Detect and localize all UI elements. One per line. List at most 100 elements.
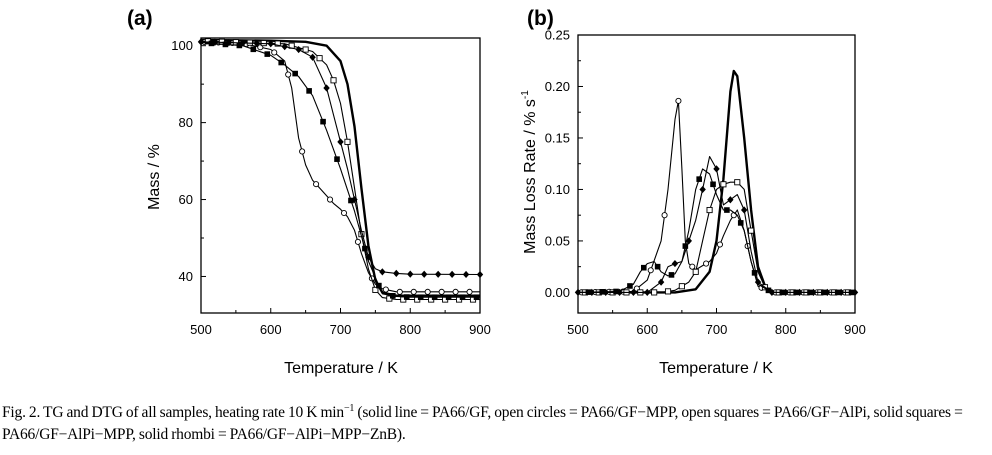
- panel-a-marker-pa66-gf-alpi-mpp: [222, 41, 229, 48]
- panel-a-marker-pa66-gf-alpi-mpp: [431, 294, 438, 301]
- panel-a-marker-pa66-gf-mpp: [313, 181, 320, 188]
- panel-a-marker-pa66-gf-mpp: [299, 148, 306, 155]
- panel-b-x-tick-label: 800: [775, 322, 797, 337]
- panel-a-marker-pa66-gf-mpp: [424, 288, 431, 295]
- panel-b-x-tick-label: 600: [636, 322, 658, 337]
- panel-a-marker-pa66-gf-alpi-mpp-znb: [253, 39, 260, 47]
- panel-b-y-axis-title: Mass Loss Rate / % s-1: [520, 90, 539, 254]
- panel-b-marker-pa66-gf-alpi-mpp: [627, 283, 633, 289]
- panel-a-marker-pa66-gf-alpi-mpp-znb: [434, 270, 442, 278]
- panel-b-marker-pa66-gf-alpi-mpp-znb: [837, 288, 845, 297]
- caption-prefix: Fig. 2. TG and DTG of all samples, heati…: [2, 404, 344, 421]
- panel-b-marker-pa66-gf-mpp: [703, 260, 710, 267]
- panel-a-label: (a): [127, 7, 153, 30]
- panel-b-marker-pa66-gf-alpi-mpp: [710, 181, 716, 188]
- panel-a-x-tick-label: 800: [399, 322, 421, 337]
- panel-a-marker-pa66-gf-mpp: [340, 209, 348, 217]
- panel-b-x-axis-title: Temperature / K: [659, 360, 773, 377]
- panel-a-marker-pa66-gf-alpi-mpp-znb: [393, 269, 400, 277]
- panel-b-marker-pa66-gf-alpi-mpp-znb: [727, 196, 734, 204]
- panel-a-x-tick-label: 600: [260, 322, 282, 337]
- panel-b-y-tick-label: 0.00: [545, 285, 570, 300]
- panel-a-marker-pa66-gf-alpi-mpp-znb: [448, 270, 456, 278]
- panel-b-plot-frame: [577, 34, 856, 314]
- panel-b-marker-pa66-gf-alpi-mpp-znb: [713, 165, 720, 173]
- panel-a-marker-pa66-gf-alpi: [372, 286, 379, 293]
- panel-b-marker-pa66-gf-alpi-mpp-znb: [699, 185, 706, 194]
- panel-b-y-axis-title-text: Mass Loss Rate / % s: [522, 99, 539, 254]
- panel-a-marker-pa66-gf-alpi-mpp: [473, 294, 480, 301]
- panel-a-marker-pa66-gf-alpi-mpp: [445, 294, 452, 301]
- panel-a-series-pa66-gf-mpp: [200, 41, 480, 293]
- panel-a-marker-pa66-gf-mpp: [452, 288, 459, 295]
- figure-charts: (a) Temperature / K Mass / % 500 600 700 80…: [127, 7, 866, 377]
- panel-b-marker-pa66-gf-alpi-mpp-znb: [602, 288, 609, 297]
- panel-a-marker-pa66-gf-alpi-mpp: [376, 282, 382, 289]
- panel-b-marker-pa66-gf-alpi: [692, 268, 699, 275]
- caption-rest: (solid line = PA66/GF, open circles = PA…: [2, 404, 963, 443]
- panel-b-x-tick-label: 700: [706, 322, 728, 337]
- panel-b-marker-pa66-gf-alpi-mpp: [724, 207, 730, 213]
- panel-a-marker-pa66-gf-alpi-mpp-znb: [295, 45, 302, 54]
- panel-b-y-tick-label: 0.25: [545, 28, 570, 43]
- panel-a-marker-pa66-gf-alpi-mpp: [292, 70, 298, 77]
- panel-a-series-pa66-gf-alpi-mpp: [200, 42, 480, 298]
- panel-b-marker-pa66-gf-mpp: [716, 241, 724, 248]
- panel-b-label: (b): [527, 7, 554, 30]
- panel-b-marker-pa66-gf-alpi-mpp: [668, 272, 675, 278]
- panel-b-marker-pa66-gf-alpi-mpp-znb: [851, 288, 859, 297]
- panel-b-series-pa66-gf: [578, 69, 855, 294]
- panel-b-marker-pa66-gf-alpi-mpp-znb: [810, 288, 817, 297]
- panel-b-marker-pa66-gf-alpi-mpp: [640, 264, 647, 271]
- panel-a-y-tick-label: 100: [171, 38, 193, 53]
- panel-a-marker-pa66-gf-alpi: [330, 77, 337, 84]
- panel-b-marker-pa66-gf-alpi: [734, 179, 741, 186]
- panel-a-marker-pa66-gf-alpi-mpp: [264, 51, 271, 57]
- panel-a-marker-pa66-gf-alpi-mpp-znb: [351, 195, 358, 204]
- panel-a-marker-pa66-gf-alpi-mpp: [334, 156, 340, 162]
- panel-b-marker-pa66-gf-mpp: [647, 267, 654, 274]
- panel-a-y-axis-title: Mass / %: [146, 144, 163, 210]
- panel-a-marker-pa66-gf-alpi-mpp: [208, 40, 215, 47]
- panel-a-tg-chart: (a) Temperature / K Mass / % 500 600 700 80…: [127, 7, 491, 377]
- panel-a-marker-pa66-gf-alpi-mpp: [320, 118, 326, 125]
- panel-a-x-tick-label: 500: [190, 322, 212, 337]
- panel-a-marker-pa66-gf-mpp: [438, 288, 445, 295]
- panel-a-marker-pa66-gf-alpi: [344, 138, 351, 145]
- panel-a-marker-pa66-gf-alpi: [302, 46, 309, 53]
- panel-a-marker-pa66-gf-alpi-mpp-znb: [407, 270, 414, 278]
- panel-b-marker-pa66-gf-alpi-mpp-znb: [782, 288, 789, 297]
- panel-b-marker-pa66-gf-alpi: [748, 227, 755, 234]
- panel-a-marker-pa66-gf-alpi-mpp: [459, 294, 466, 301]
- panel-b-dtg-chart: (b) Temperature / K Mass Loss Rate / % s…: [520, 7, 866, 377]
- panel-b-series-pa66-gf-mpp: [577, 100, 855, 293]
- panel-a-marker-pa66-gf-alpi-mpp: [390, 292, 396, 299]
- panel-b-y-axis-title-superscript: -1: [520, 90, 531, 99]
- panel-b-marker-pa66-gf-alpi-mpp-znb: [824, 288, 831, 297]
- panel-b-marker-pa66-gf-alpi-mpp: [599, 289, 606, 295]
- panel-b-marker-pa66-gf-alpi-mpp: [613, 288, 619, 295]
- panel-b-marker-pa66-gf-alpi-mpp-znb: [768, 288, 776, 297]
- panel-b-marker-pa66-gf-alpi-mpp-znb: [741, 206, 748, 214]
- panel-b-series-pa66-gf-alpi-mpp-znb: [578, 155, 855, 293]
- panel-b-marker-pa66-gf-alpi-mpp-znb: [796, 288, 803, 297]
- panel-a-marker-pa66-gf-mpp: [382, 286, 389, 293]
- panel-b-marker-pa66-gf-alpi-mpp: [682, 243, 689, 249]
- panel-a-series-pa66-gf-alpi-mpp-znb: [200, 41, 481, 276]
- panel-a-marker-pa66-gf-mpp: [354, 238, 361, 245]
- panel-a-y-tick-label: 80: [179, 115, 193, 130]
- panel-a-marker-pa66-gf-alpi-mpp-znb: [337, 138, 344, 146]
- panel-b-marker-pa66-gf-mpp: [675, 97, 682, 104]
- panel-b-y-tick-label: 0.10: [545, 182, 570, 197]
- panel-b-marker-pa66-gf-alpi: [651, 289, 658, 296]
- panel-a-marker-pa66-gf-mpp: [326, 196, 334, 203]
- panel-b-marker-pa66-gf-mpp: [661, 212, 668, 219]
- panel-b-marker-pa66-gf-alpi-mpp-znb: [685, 237, 692, 245]
- panel-a-marker-pa66-gf-alpi-mpp: [417, 294, 424, 301]
- panel-a-marker-pa66-gf-alpi-mpp-znb: [379, 268, 386, 276]
- panel-a-x-axis-title: Temperature / K: [284, 360, 398, 377]
- panel-a-marker-pa66-gf-alpi: [274, 40, 281, 47]
- panel-a-y-tick-label: 40: [179, 269, 193, 284]
- panel-a-marker-pa66-gf-mpp: [271, 49, 278, 56]
